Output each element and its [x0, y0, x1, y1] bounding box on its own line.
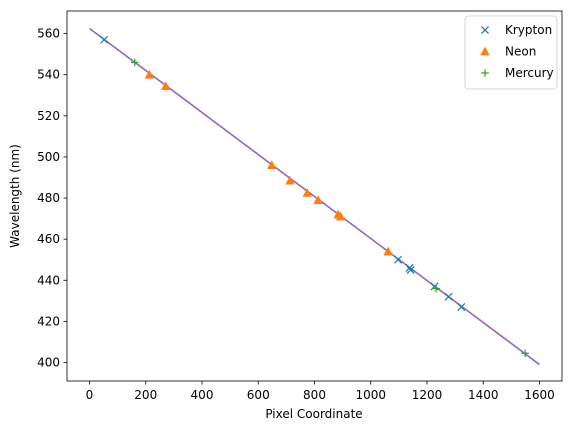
series-neon	[144, 69, 393, 256]
legend: Krypton Neon Mercury	[464, 15, 558, 90]
data-point-krypton	[405, 263, 414, 272]
y-tick-label: 540	[37, 68, 60, 82]
legend-frame	[464, 15, 558, 90]
data-point-neon	[285, 175, 295, 185]
y-tick-label: 440	[37, 273, 60, 287]
series-mercury	[130, 58, 529, 358]
data-point-mercury	[432, 284, 440, 293]
x-tick-label: 600	[247, 388, 270, 402]
y-axis-label: Wavelength (nm)	[8, 144, 22, 248]
data-point-krypton	[100, 35, 109, 44]
data-point-neon	[161, 81, 171, 90]
x-tick-label: 0	[86, 388, 94, 402]
x-axis-label: Pixel Coordinate	[265, 407, 362, 421]
legend-label-neon: Neon	[505, 45, 536, 59]
y-tick-label: 520	[37, 109, 60, 123]
data-point-neon	[267, 160, 277, 170]
x-tick-label: 200	[134, 388, 157, 402]
legend-label-krypton: Krypton	[505, 23, 552, 37]
legend-label-mercury: Mercury	[505, 66, 554, 80]
x-tick-label: 1000	[355, 388, 386, 402]
data-point-mercury	[521, 349, 529, 358]
legend-marker-mercury	[481, 69, 489, 77]
y-tick-label: 500	[37, 150, 60, 164]
y-tick-label: 560	[37, 27, 60, 41]
data-point-neon	[144, 69, 155, 79]
data-point-neon	[335, 211, 346, 221]
data-point-krypton	[457, 302, 466, 312]
data-point-neon	[302, 188, 312, 197]
x-tick-label: 1400	[468, 388, 499, 402]
y-axis: 400 420 440 460 480 500 520 540 560	[37, 27, 67, 370]
data-point-krypton	[394, 255, 403, 264]
y-tick-label: 480	[37, 191, 60, 205]
data-point-neon	[383, 246, 393, 256]
x-tick-label: 400	[191, 388, 214, 402]
data-point-krypton	[444, 292, 453, 301]
legend-item-neon: Neon	[480, 45, 536, 59]
y-tick-label: 420	[37, 314, 60, 328]
legend-item-mercury: Mercury	[481, 66, 554, 80]
x-tick-label: 1600	[524, 388, 555, 402]
legend-marker-krypton	[480, 25, 490, 35]
data-point-neon	[313, 195, 323, 204]
legend-marker-neon	[480, 46, 490, 56]
x-axis: 0 200 400 600 800 1000 1200 1400 1600	[86, 381, 555, 402]
x-tick-label: 800	[303, 388, 326, 402]
data-point-krypton	[406, 265, 415, 275]
y-tick-label: 400	[37, 356, 60, 370]
data-point-mercury	[130, 58, 139, 67]
y-tick-label: 460	[37, 232, 60, 246]
plot-area	[89, 27, 540, 366]
x-tick-label: 1200	[412, 388, 443, 402]
legend-item-krypton: Krypton	[480, 23, 552, 37]
